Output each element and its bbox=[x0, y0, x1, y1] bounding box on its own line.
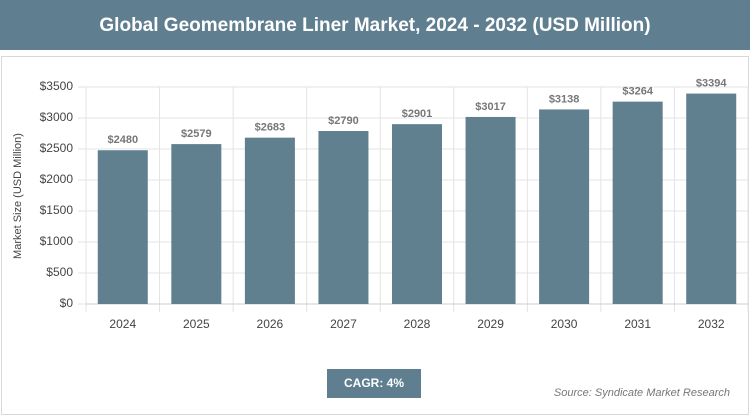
x-tick-label: 2027 bbox=[330, 317, 357, 331]
value-label: $2790 bbox=[328, 115, 359, 127]
value-label: $2901 bbox=[402, 108, 433, 120]
x-tick-label: 2026 bbox=[257, 317, 284, 331]
x-tick-label: 2030 bbox=[551, 317, 578, 331]
y-axis-label: Market Size (USD Million) bbox=[12, 133, 24, 259]
bar bbox=[612, 101, 663, 304]
y-tick-label: $0 bbox=[60, 296, 74, 310]
bar bbox=[465, 116, 516, 304]
bar bbox=[391, 124, 443, 304]
cagr-label: CAGR: 4% bbox=[344, 376, 404, 390]
y-tick-label: $2500 bbox=[40, 141, 74, 155]
y-tick-label: $3000 bbox=[40, 110, 74, 124]
value-label: $3138 bbox=[549, 93, 580, 105]
title-banner bbox=[0, 0, 750, 50]
value-label: $2579 bbox=[181, 128, 212, 140]
value-label: $3264 bbox=[622, 86, 653, 98]
y-tick-label: $1500 bbox=[40, 203, 74, 217]
value-label: $2683 bbox=[255, 122, 286, 134]
cagr-box bbox=[327, 369, 421, 398]
bar bbox=[97, 150, 148, 304]
y-tick-label: $3500 bbox=[40, 79, 74, 93]
bar bbox=[244, 137, 295, 304]
bar bbox=[539, 109, 590, 304]
x-tick-label: 2029 bbox=[477, 317, 504, 331]
bar bbox=[686, 93, 737, 305]
source-note: Source: Syndicate Market Research bbox=[554, 387, 730, 399]
x-tick-label: 2025 bbox=[183, 317, 210, 331]
x-tick-label: 2031 bbox=[624, 317, 651, 331]
y-tick-label: $2000 bbox=[40, 172, 74, 186]
value-label: $2480 bbox=[107, 134, 138, 146]
y-tick-label: $500 bbox=[46, 265, 73, 279]
bar bbox=[171, 144, 222, 304]
value-label: $3394 bbox=[696, 77, 727, 89]
x-tick-label: 2028 bbox=[404, 317, 431, 331]
bar bbox=[318, 131, 369, 304]
value-label: $3017 bbox=[475, 101, 506, 113]
x-tick-label: 2032 bbox=[698, 317, 725, 331]
x-tick-label: 2024 bbox=[109, 317, 136, 331]
chart-title: Global Geomembrane Liner Market, 2024 - … bbox=[99, 15, 650, 36]
y-tick-label: $1000 bbox=[40, 234, 74, 248]
